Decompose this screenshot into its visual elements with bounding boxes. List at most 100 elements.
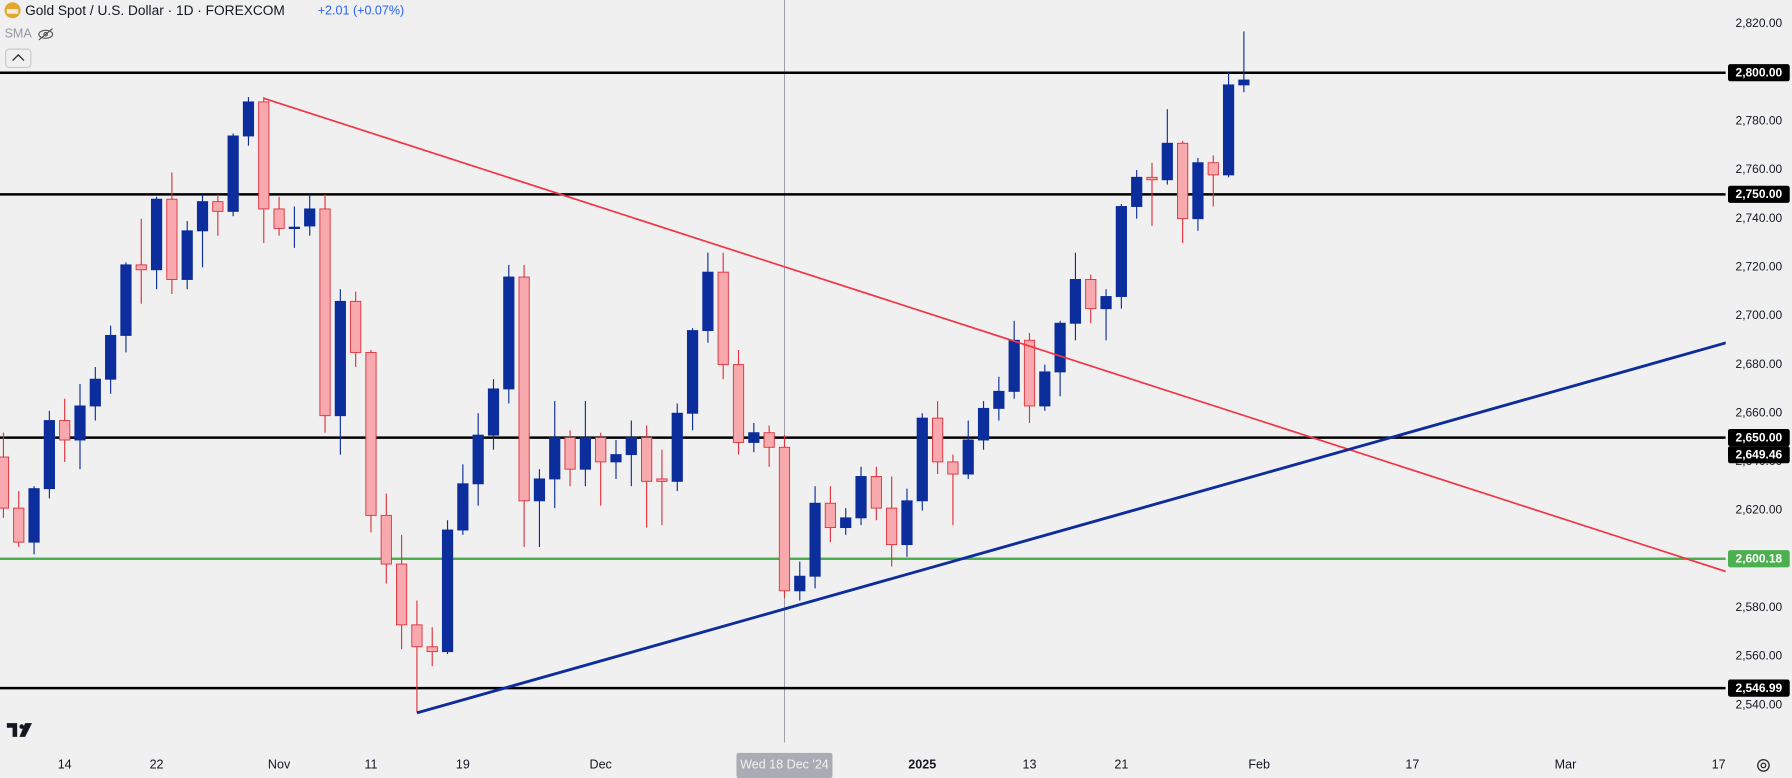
candle-body [334,300,346,417]
chart-title: Gold Spot / U.S. Dollar · 1D · FOREXCOM [25,3,285,18]
symbol-icon-bar [6,9,19,14]
candle-body [1023,339,1036,407]
candle-body [763,432,775,448]
candle-body [426,646,438,653]
y-tick-label: 2,740.00 [1736,211,1783,225]
candle-body [533,478,546,502]
y-tick-label: 2,720.00 [1736,259,1783,273]
settings-icon[interactable] [1757,759,1770,772]
indicator-label[interactable]: SMA [5,27,33,41]
y-tick-label: 2,780.00 [1736,114,1783,128]
candle-body [242,101,255,137]
collapse-button[interactable] [5,48,32,68]
y-tick-label: 2,760.00 [1736,162,1783,176]
trendline [263,97,709,243]
candle-body [441,529,454,653]
candle-body [748,432,760,443]
x-tick-label: Nov [268,758,291,772]
hide-icon[interactable] [38,28,54,41]
candle-body [1054,322,1066,373]
candle-body [993,390,1005,409]
y-tick-label: 2,700.00 [1736,308,1783,322]
candle-body [901,500,913,546]
level-label-box [1728,185,1790,203]
candle-body [579,437,591,470]
price-axis: 2,540.002,560.002,580.002,600.002,620.00… [1728,16,1790,711]
candle-body [656,478,668,482]
level-label: 2,546.99 [1736,681,1783,695]
candle-body [150,198,163,271]
x-tick-label: Dec [590,758,612,772]
candle-body [686,330,699,414]
candle-body [43,420,55,490]
candle-body [809,502,821,577]
candle-body [564,437,576,470]
candle-body [1192,162,1204,220]
candle-body [932,417,944,463]
y-tick-label: 2,660.00 [1736,405,1783,419]
x-tick-label: Mar [1555,758,1577,772]
candle-body [89,378,101,407]
x-tick-label: 13 [1023,758,1037,772]
candle-body [717,271,729,366]
candle-body [549,437,561,480]
candle-body [1115,206,1127,297]
x-tick-label: 17 [1712,758,1726,772]
candle-body [1207,162,1219,176]
x-tick-label: 19 [456,758,470,772]
candle-body [518,276,530,502]
candle-body [824,502,836,529]
candle-body [411,624,423,648]
candle-body [1069,279,1082,324]
candle-body [227,135,239,212]
candle-body [472,434,484,485]
x-tick-label: 11 [364,758,377,772]
candle-body [380,514,392,565]
x-tick-label: 14 [58,758,72,772]
x-tick-label: Feb [1248,758,1270,772]
level-label: 2,650.00 [1736,430,1783,444]
plot-area [0,0,1726,743]
y-tick-label: 2,560.00 [1736,649,1783,663]
candle-body [487,388,500,436]
candle-body [59,420,71,441]
candle-body [1085,279,1097,310]
level-label-box [1728,550,1790,568]
y-tick-label: 2,620.00 [1736,503,1783,517]
candle-body [778,446,791,592]
y-tick-label: 2,580.00 [1736,600,1783,614]
candle-body [0,456,10,509]
candle-body [840,517,852,529]
candle-body [120,264,132,336]
candle-body [1177,142,1189,220]
candle-body [273,208,285,229]
candle-body [1039,371,1051,407]
candle-body [319,208,331,417]
candle-body [625,437,637,456]
trendline-extension [799,341,1726,607]
candle-body [732,364,745,443]
candle-body [105,334,117,380]
candle-body [503,276,515,390]
legend-header: Gold Spot / U.S. Dollar · 1D · FOREXCOM … [4,2,404,68]
y-tick-label: 2,540.00 [1736,697,1783,711]
crosshair-label-box [736,752,833,778]
candle-body [457,483,469,531]
candle-body [1131,176,1143,207]
level-label-box [1728,679,1790,697]
crosshair-label: Wed 18 Dec '24 [740,758,829,772]
candle-body [641,437,653,482]
candle-body [794,575,806,592]
level-label-box [1728,64,1790,82]
candle-body [962,439,974,475]
candle-body [13,507,25,543]
candle-body [671,412,683,482]
candle-body [977,407,990,441]
candle-body [595,437,607,463]
candle-body [365,351,377,516]
candle-body [395,563,408,626]
level-label: 2,600.18 [1736,551,1783,565]
y-tick-label: 2,820.00 [1736,16,1783,30]
